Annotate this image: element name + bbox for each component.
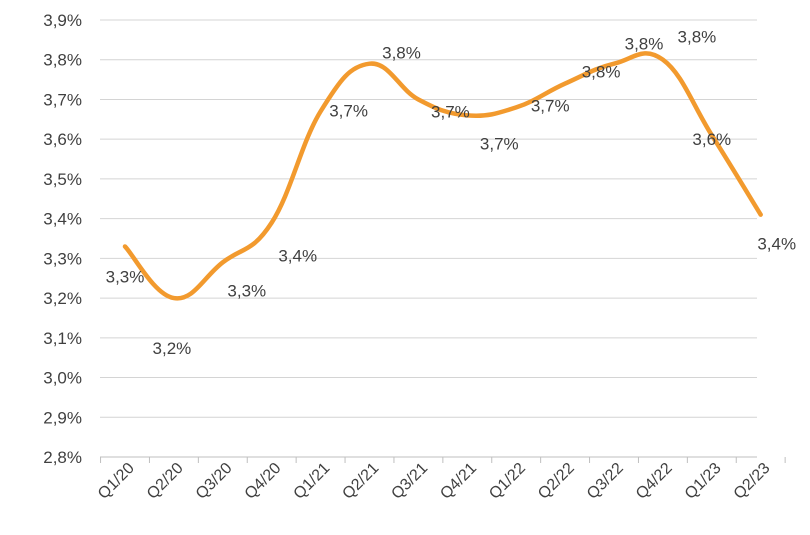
x-tick-label: Q1/21 [291, 460, 334, 503]
x-tick-label: Q1/23 [682, 460, 725, 503]
x-tick-label: Q4/20 [242, 460, 285, 503]
data-label: 3,7% [329, 101, 368, 120]
x-tick-label: Q2/21 [339, 460, 382, 503]
x-axis-ticks: Q1/20 Q2/20 Q3/20 Q4/20 Q1/21 Q2/21 Q3/21 Q4/21… [95, 457, 786, 503]
x-tick-label: Q4/22 [633, 460, 676, 503]
data-label: 3,8% [382, 44, 421, 63]
data-labels: 3,3% 3,2% 3,3% 3,4% 3,7% 3,8% 3,7% 3,7% 3,7% 3,8%… [106, 28, 796, 358]
x-tick-label: Q1/22 [486, 460, 529, 503]
data-label: 3,3% [227, 281, 266, 300]
y-tick-label: 3,7% [43, 90, 82, 109]
y-tick-label: 2,8% [43, 448, 82, 467]
y-tick-label: 3,0% [43, 369, 82, 388]
x-tick-label: Q3/22 [584, 460, 627, 503]
data-label: 3,7% [431, 102, 470, 121]
y-tick-label: 3,9% [43, 11, 82, 30]
y-tick-label: 3,2% [43, 289, 82, 308]
data-label: 3,4% [757, 235, 796, 254]
data-label: 3,8% [625, 35, 664, 54]
gridlines [100, 19, 757, 458]
data-label: 3,8% [678, 28, 717, 47]
y-tick-label: 3,8% [43, 51, 82, 70]
y-tick-label: 2,9% [43, 408, 82, 427]
data-label: 3,7% [480, 134, 519, 153]
x-tick-label: Q3/20 [193, 460, 236, 503]
data-label: 3,4% [278, 247, 317, 266]
x-tick-label: Q2/20 [144, 460, 187, 503]
y-tick-label: 3,1% [43, 329, 82, 348]
x-tick-label: Q2/23 [731, 460, 774, 503]
data-label: 3,2% [153, 339, 192, 358]
y-tick-label: 3,6% [43, 130, 82, 149]
data-label: 3,6% [692, 130, 731, 149]
data-label: 3,8% [582, 63, 621, 82]
data-label: 3,7% [531, 96, 570, 115]
y-tick-label: 3,3% [43, 249, 82, 268]
y-tick-label: 3,5% [43, 170, 82, 189]
y-tick-label: 3,4% [43, 210, 82, 229]
data-label: 3,3% [106, 267, 145, 286]
series-line [122, 51, 763, 301]
y-axis-ticks: 2,8% 2,9% 3,0% 3,1% 3,2% 3,3% 3,4% 3,5% 3,6% 3,7%… [43, 11, 82, 467]
x-tick-label: Q1/20 [95, 460, 138, 503]
x-tick-label: Q3/21 [388, 460, 431, 503]
series-lines [122, 51, 763, 301]
x-tick-label: Q4/21 [437, 460, 480, 503]
x-tick-label: Q2/22 [535, 460, 578, 503]
